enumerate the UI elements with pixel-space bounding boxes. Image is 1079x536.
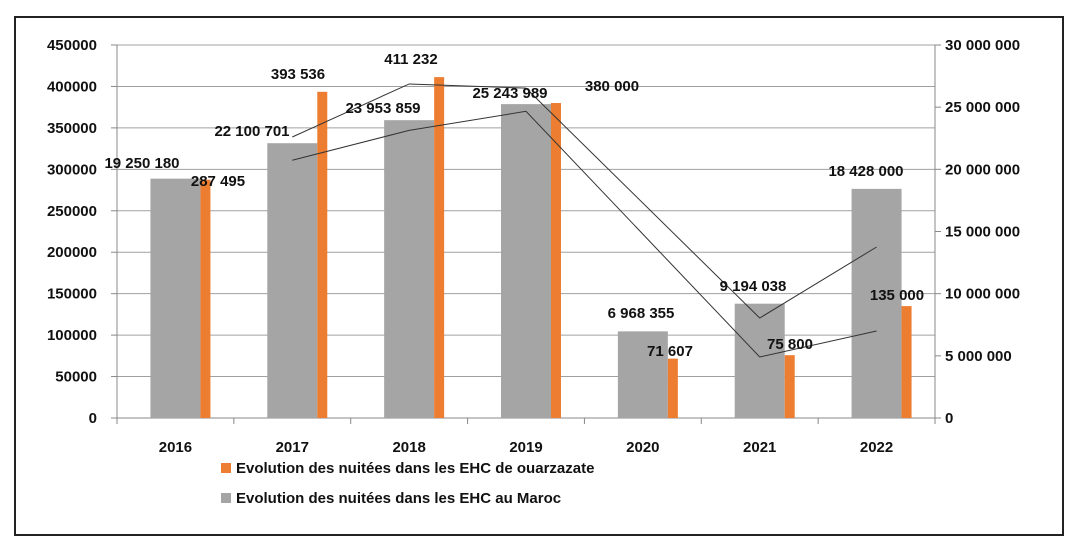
data-label-maroc: 22 100 701 bbox=[214, 123, 289, 140]
bar-ouarzazate-2022 bbox=[901, 306, 912, 418]
left-axis-label: 450000 bbox=[47, 37, 97, 54]
data-label-maroc: 25 243 989 bbox=[472, 85, 547, 102]
data-label-ouarzazate: 380 000 bbox=[585, 78, 639, 95]
x-axis-label: 2017 bbox=[276, 439, 309, 456]
bar-maroc-2016 bbox=[150, 178, 201, 418]
legend-swatch-maroc bbox=[221, 493, 231, 503]
data-label-maroc: 18 428 000 bbox=[828, 163, 903, 180]
x-axis-label: 2018 bbox=[392, 439, 425, 456]
bar-ouarzazate-2020 bbox=[667, 358, 678, 418]
x-axis-label: 2022 bbox=[860, 439, 893, 456]
data-label-maroc: 19 250 180 bbox=[104, 155, 179, 172]
x-axis-label: 2016 bbox=[159, 439, 192, 456]
right-axis-label: 15 000 000 bbox=[945, 224, 1020, 241]
data-label-maroc: 9 194 038 bbox=[720, 278, 787, 295]
data-label-ouarzazate: 393 536 bbox=[271, 66, 325, 83]
left-axis-label: 0 bbox=[89, 410, 97, 427]
bar-ouarzazate-2019 bbox=[551, 103, 561, 419]
data-label-maroc: 6 968 355 bbox=[608, 305, 675, 322]
left-axis-label: 50000 bbox=[55, 369, 97, 386]
legend-label-maroc: Evolution des nuitées dans les EHC au Ma… bbox=[236, 490, 561, 507]
bar-ouarzazate-2016 bbox=[200, 179, 211, 418]
right-axis-label: 25 000 000 bbox=[945, 99, 1020, 116]
bar-maroc-2018 bbox=[384, 120, 435, 419]
legend-swatch-ouarzazate bbox=[221, 463, 231, 473]
right-axis-label: 5 000 000 bbox=[945, 348, 1012, 365]
line-b bbox=[292, 110, 877, 358]
x-axis-label: 2020 bbox=[626, 439, 659, 456]
bar-maroc-2017 bbox=[267, 143, 318, 419]
left-axis-label: 250000 bbox=[47, 203, 97, 220]
data-label-ouarzazate: 71 607 bbox=[647, 343, 693, 360]
right-axis-label: 0 bbox=[945, 410, 953, 427]
x-axis-label: 2021 bbox=[743, 439, 776, 456]
right-axis-label: 10 000 000 bbox=[945, 286, 1020, 303]
left-axis-label: 100000 bbox=[47, 327, 97, 344]
data-label-ouarzazate: 75 800 bbox=[767, 336, 813, 353]
data-label-ouarzazate: 411 232 bbox=[384, 51, 437, 68]
bar-ouarzazate-2018 bbox=[434, 77, 445, 418]
left-axis-label: 200000 bbox=[47, 244, 97, 261]
legend-label-ouarzazate: Evolution des nuitées dans les EHC de ou… bbox=[236, 460, 594, 477]
data-label-maroc: 23 953 859 bbox=[345, 100, 420, 117]
bar-maroc-2019 bbox=[501, 104, 551, 419]
data-label-ouarzazate: 287 495 bbox=[191, 173, 245, 190]
bar-maroc-2022 bbox=[851, 188, 902, 418]
chart: 0 50000 100000 150000 200000 250000 300000 3500… bbox=[47, 37, 1020, 507]
bar-maroc-2020 bbox=[617, 331, 668, 418]
bar-maroc-2021 bbox=[734, 303, 785, 418]
left-axis-label: 400000 bbox=[47, 78, 97, 95]
data-label-ouarzazate: 135 000 bbox=[870, 287, 924, 304]
left-axis-label: 150000 bbox=[47, 286, 97, 303]
left-axis-label: 350000 bbox=[47, 120, 97, 137]
x-axis-label: 2019 bbox=[509, 439, 542, 456]
right-axis-label: 20 000 000 bbox=[945, 161, 1020, 178]
bar-ouarzazate-2017 bbox=[317, 91, 328, 419]
bar-ouarzazate-2021 bbox=[784, 355, 795, 418]
left-axis-label: 300000 bbox=[47, 161, 97, 178]
line-a bbox=[292, 83, 877, 319]
right-axis-label: 30 000 000 bbox=[945, 37, 1020, 54]
